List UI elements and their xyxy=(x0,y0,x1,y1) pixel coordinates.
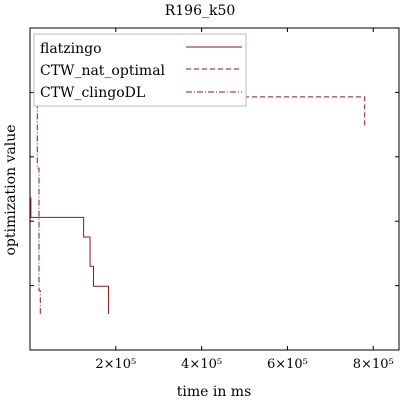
y-axis-label: optimization value xyxy=(3,124,19,255)
legend-box xyxy=(33,33,247,107)
x-tick-label-2: 6×10⁵ xyxy=(267,357,308,372)
x-tick-label-1: 4×10⁵ xyxy=(181,357,222,372)
legend-label-ctw-nat-optimal: CTW_nat_optimal xyxy=(40,63,166,79)
x-axis-ticks: 2×10⁵ 4×10⁵ 6×10⁵ 8×10⁵ xyxy=(95,28,394,372)
legend: flatzingo CTW_nat_optimal CTW_clingoDL xyxy=(33,33,247,107)
y-axis-ticks xyxy=(30,91,399,287)
x-axis-label: time in ms xyxy=(177,384,252,400)
x-tick-label-0: 2×10⁵ xyxy=(95,357,136,372)
series-line-flatzingo xyxy=(30,197,110,314)
legend-label-ctw-clingodl: CTW_clingoDL xyxy=(40,85,145,101)
legend-label-flatzingo: flatzingo xyxy=(40,41,102,57)
series-line-ctw-clingodl xyxy=(36,47,41,314)
chart-title: R196_k50 xyxy=(165,3,236,19)
x-tick-label-3: 8×10⁵ xyxy=(353,357,394,372)
series-line-ctw-nat-optimal xyxy=(36,96,366,126)
series-layer xyxy=(30,47,366,314)
